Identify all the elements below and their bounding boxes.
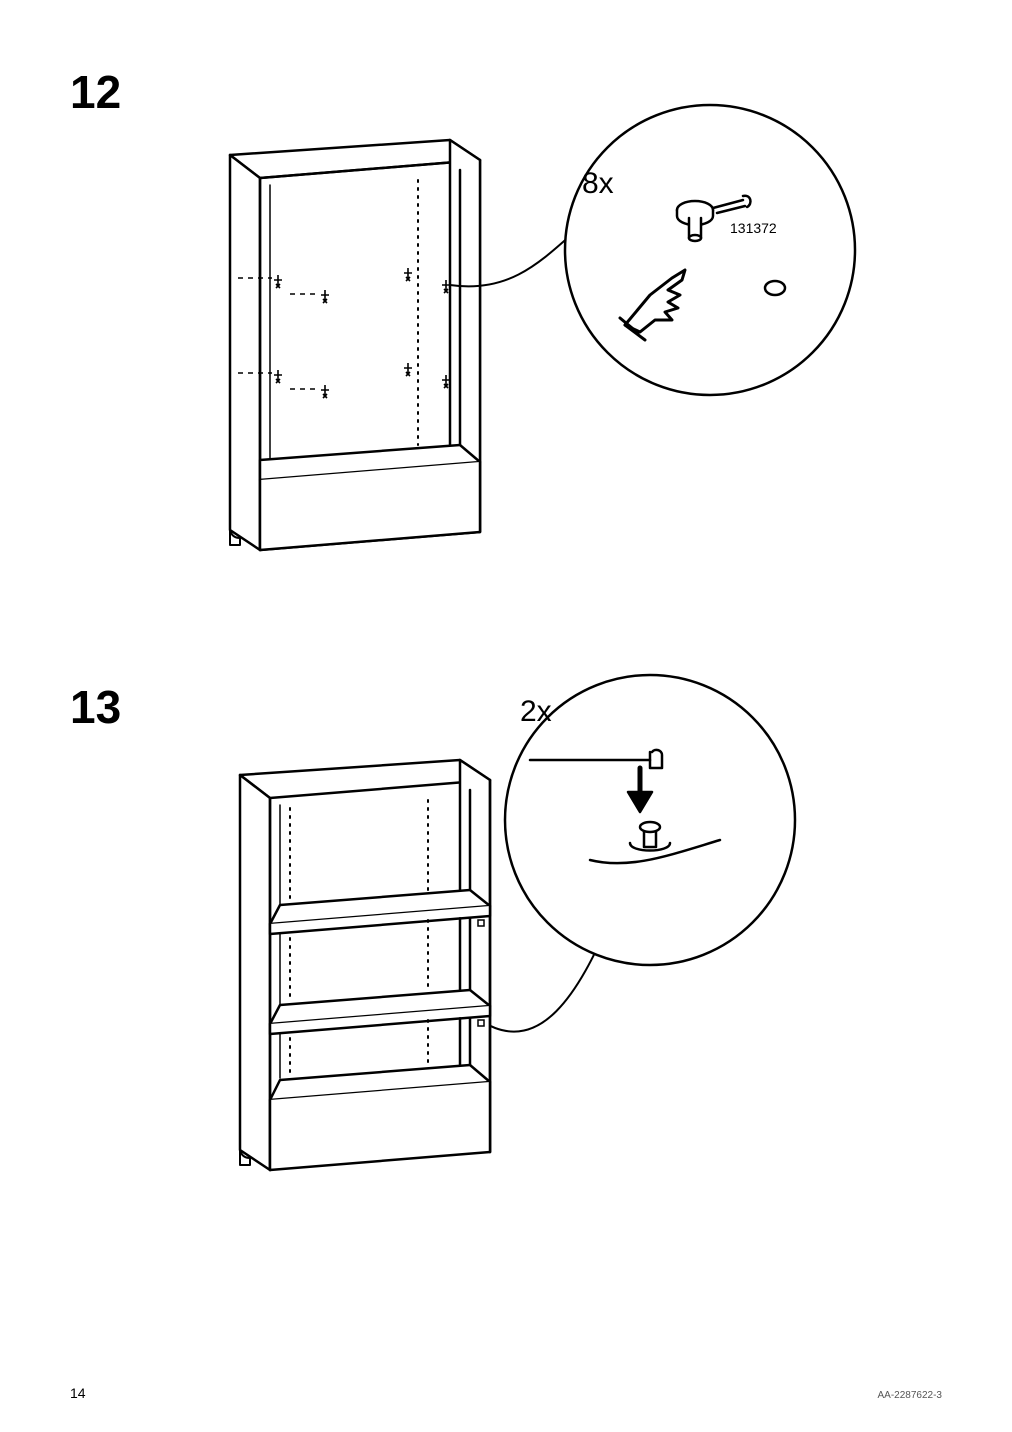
step-12-number: 12 xyxy=(70,65,121,119)
footer-doc-id: AA-2287622-3 xyxy=(878,1390,943,1401)
step-12-part-number: 131372 xyxy=(730,220,777,236)
step-12-qty: 8x xyxy=(582,167,614,201)
step-13-qty: 2x xyxy=(520,695,552,729)
step-12-diagram xyxy=(150,100,950,600)
footer-page-number: 14 xyxy=(70,1385,86,1401)
step-13-diagram xyxy=(160,660,960,1220)
instruction-page: 12 xyxy=(0,0,1012,1432)
step-13-number: 13 xyxy=(70,680,121,734)
